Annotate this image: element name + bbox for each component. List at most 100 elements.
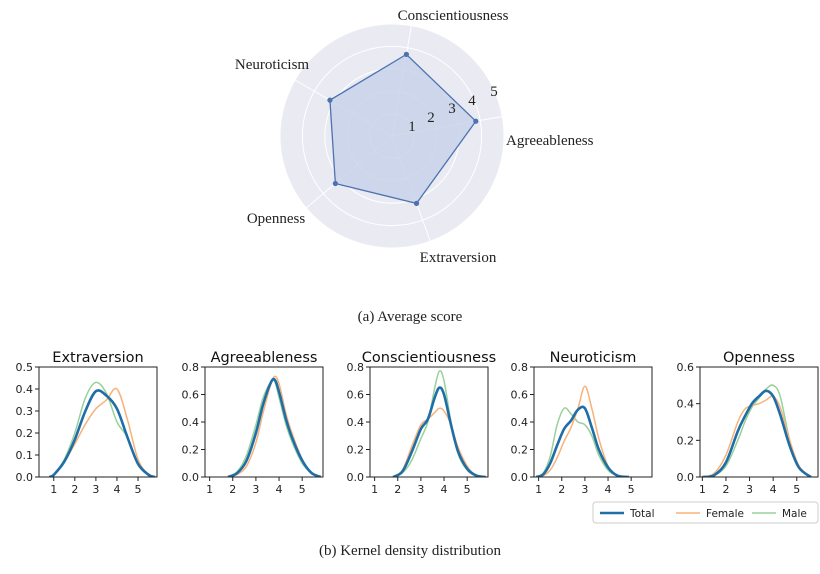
kde-panel-neuroticism: Neuroticism 0.0 0.2 0.4 0.6 0.8 1 2 3 4 5: [511, 350, 653, 496]
x-tick-label: 4: [113, 483, 120, 496]
kde-line-female: [702, 395, 812, 477]
y-tick-label: 0.2: [677, 434, 695, 447]
radar-rtick-label: 2: [427, 110, 435, 126]
kde-panel-agreeableness: Agreeableness 0.0 0.2 0.4 0.6 0.8 1 2 3 4 5: [182, 350, 324, 496]
radar-grid-ring: [301, 45, 483, 227]
radar-chart: 123 45 Agreeableness Conscientiousness Neuro…: [235, 8, 594, 266]
x-tick-label: 5: [628, 483, 635, 496]
y-tick-label: 0.8: [347, 361, 365, 374]
radar-rtick-label: 1: [408, 119, 416, 135]
caption-kernel-density: (b) Kernel density distribution: [319, 543, 502, 559]
radar-point-neuroticism: [327, 97, 333, 103]
radar-axis-label-neuroticism: Neuroticism: [235, 57, 309, 73]
y-tick-label: 0.8: [511, 361, 529, 374]
y-tick-label: 0.6: [182, 389, 200, 402]
radar-axis-label-extraversion: Extraversion: [420, 250, 497, 266]
legend: Total Female Male: [592, 501, 819, 524]
x-tick-label: 2: [722, 483, 729, 496]
x-tick-label: 1: [371, 483, 378, 496]
x-tick-label: 4: [276, 483, 283, 496]
radar-point-openness: [332, 180, 338, 187]
kde-line-total: [702, 389, 812, 477]
x-tick-label: 2: [229, 483, 236, 496]
x-tick-label: 4: [605, 483, 612, 496]
y-tick-label: 0.2: [347, 444, 365, 457]
radar-axis-label-openness: Openness: [247, 211, 305, 227]
y-tick-label: 0.5: [16, 361, 34, 374]
radar-rtick-label: 5: [490, 84, 498, 100]
x-tick-label: 1: [206, 483, 213, 496]
kde-line-total: [392, 386, 486, 477]
x-tick-label: 1: [50, 483, 57, 496]
x-tick-label: 4: [441, 483, 448, 496]
kde-line-male: [535, 407, 629, 477]
y-tick-label: 0.2: [16, 427, 34, 440]
y-tick-label: 0.4: [182, 416, 200, 429]
x-tick-label: 2: [71, 483, 78, 496]
kde-line-total: [48, 389, 156, 477]
kde-panel-extraversion: Extraversion 0.0 0.1 0.2 0.3 0.4 0.5 1 2 3 4 5: [16, 350, 158, 496]
legend-box: [592, 501, 819, 524]
y-tick-label: 0.1: [16, 449, 34, 462]
panel-title: Agreeableness: [211, 350, 318, 366]
x-tick-label: 5: [299, 483, 306, 496]
x-tick-label: 3: [252, 483, 259, 496]
kde-line-female: [227, 375, 322, 477]
y-tick-label: 0.0: [16, 471, 34, 484]
x-tick-label: 1: [535, 483, 542, 496]
x-tick-label: 5: [793, 483, 800, 496]
radar-axis-label-conscientiousness: Conscientiousness: [398, 8, 509, 24]
legend-label-female: Female: [706, 508, 744, 520]
y-tick-label: 0.4: [16, 383, 34, 396]
y-tick-label: 0.4: [347, 416, 365, 429]
kde-line-female: [392, 407, 486, 477]
x-tick-label: 3: [92, 483, 99, 496]
y-tick-label: 0.4: [677, 398, 695, 411]
radar-grid-ring: [279, 23, 505, 249]
panel-frame: [204, 366, 324, 478]
panel-frame: [699, 366, 819, 478]
y-tick-label: 0.4: [511, 416, 529, 429]
radar-rtick-label: 3: [448, 101, 456, 117]
y-tick-label: 0.0: [182, 471, 200, 484]
radar-point-agreeableness: [473, 118, 479, 124]
kde-line-total: [535, 405, 630, 477]
x-tick-label: 2: [558, 483, 565, 496]
y-tick-label: 0.6: [347, 389, 365, 402]
radar-axis-label-agreeableness: Agreeableness: [506, 133, 594, 149]
radar-point-extraversion: [413, 200, 420, 206]
x-tick-label: 5: [464, 483, 471, 496]
x-tick-label: 3: [746, 483, 753, 496]
kde-panel-openness: Openness 0.0 0.2 0.4 0.6 1 2 3 4 5: [677, 350, 819, 496]
x-tick-label: 4: [770, 483, 777, 496]
y-tick-label: 0.0: [511, 471, 529, 484]
legend-label-male: Male: [782, 508, 807, 520]
y-tick-label: 0.6: [511, 389, 529, 402]
y-tick-label: 0.2: [182, 444, 200, 457]
radar-rtick-label: 4: [468, 93, 476, 109]
panel-title: Openness: [723, 350, 795, 366]
y-tick-label: 0.6: [677, 361, 695, 374]
x-tick-label: 5: [135, 483, 142, 496]
panel-title: Extraversion: [52, 350, 143, 366]
radar-polygon: [329, 53, 477, 205]
legend-label-total: Total: [629, 508, 655, 520]
x-tick-label: 1: [699, 483, 706, 496]
y-tick-label: 0.3: [16, 405, 34, 418]
panel-title: Neuroticism: [550, 350, 637, 366]
x-tick-label: 3: [581, 483, 588, 496]
kde-line-male: [227, 379, 322, 477]
panel-frame: [369, 366, 489, 478]
kde-line-total: [227, 377, 322, 477]
x-tick-label: 2: [394, 483, 401, 496]
radar-point-conscientiousness: [403, 51, 409, 57]
y-tick-label: 0.8: [182, 361, 200, 374]
x-tick-label: 3: [417, 483, 424, 496]
y-tick-label: 0.0: [677, 471, 695, 484]
panel-frame: [533, 366, 653, 478]
panel-frame: [38, 366, 158, 478]
caption-average-score: (a) Average score: [358, 309, 463, 325]
panel-title: Conscientiousness: [362, 350, 496, 366]
y-tick-label: 0.2: [511, 444, 529, 457]
